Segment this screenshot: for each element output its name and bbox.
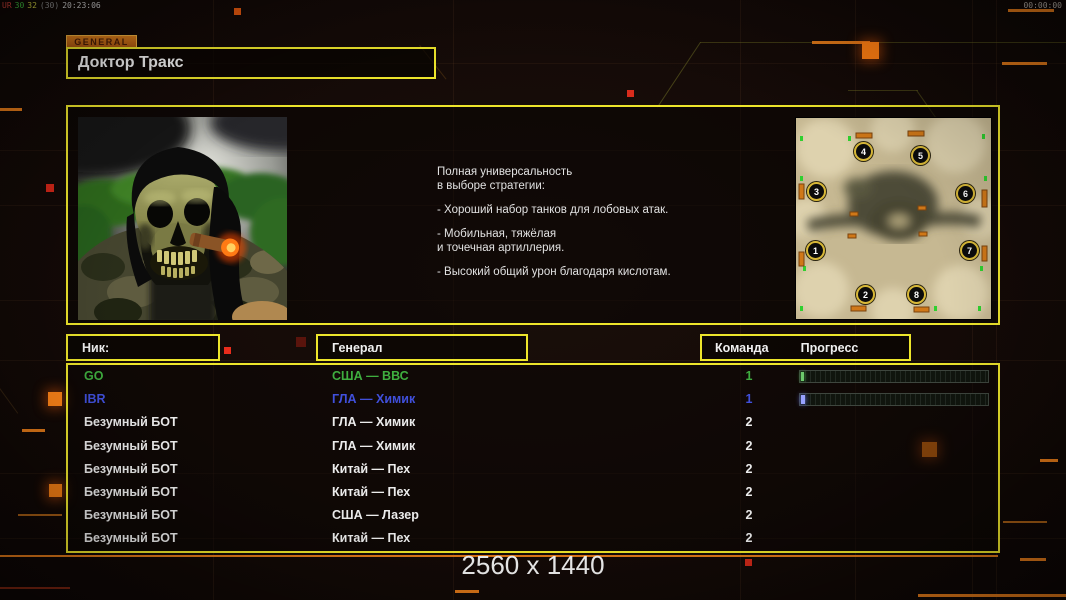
start-position-number: 8 — [913, 289, 919, 300]
column-header-team-progress: Команда Прогресс — [700, 334, 911, 361]
tab-general[interactable]: GENERAL — [66, 35, 137, 48]
table-row[interactable]: Безумный БОТ США — Лазер 2 — [68, 504, 998, 527]
player-nick[interactable]: Безумный БОТ — [84, 531, 178, 546]
player-team[interactable]: 2 — [745, 484, 753, 499]
start-position-marker[interactable]: 3 — [807, 182, 826, 201]
general-info-panel: Полная универсальность в выборе стратеги… — [66, 105, 1001, 332]
player-nick[interactable]: Безумный БОТ — [84, 508, 178, 523]
player-general[interactable]: ГЛА — Химик — [332, 438, 416, 453]
column-header-general: Генерал — [316, 334, 528, 361]
description-paragraph: - Мобильная, тяжёлая и точечная артиллер… — [437, 228, 565, 254]
start-position-marker[interactable]: 4 — [854, 142, 873, 161]
player-team[interactable]: 1 — [745, 392, 753, 407]
minimap[interactable]: 1 2 3 4 5 6 7 8 — [786, 108, 1001, 332]
start-position-marker[interactable]: 8 — [907, 285, 926, 304]
player-nick[interactable]: Безумный БОТ — [84, 438, 178, 453]
start-position-marker[interactable]: 5 — [911, 146, 930, 165]
player-roster-panel: GO США — ВВС 1 IBR ГЛА — Химик 1 Безумны… — [66, 363, 1000, 553]
debug-part: UR — [2, 1, 12, 10]
start-position-marker[interactable]: 6 — [956, 184, 975, 203]
player-team[interactable]: 2 — [745, 461, 753, 476]
load-progress-bar — [799, 370, 989, 383]
match-clock: 00:00:00 — [1023, 1, 1062, 10]
debug-part: 30 — [14, 1, 25, 10]
debug-part: 20:23:06 — [62, 1, 101, 10]
player-general[interactable]: Китай — Пех — [332, 484, 411, 499]
column-header-label: Команда — [715, 340, 769, 355]
start-position-number: 5 — [917, 150, 923, 161]
table-row[interactable]: Безумный БОТ Китай — Пех 2 — [68, 527, 998, 550]
minimap-terrain — [786, 108, 1001, 332]
table-row[interactable]: IBR ГЛА — Химик 1 — [68, 388, 998, 411]
start-position-number: 4 — [860, 146, 866, 157]
start-position-number: 7 — [966, 245, 972, 256]
general-title-box: Доктор Тракс — [66, 47, 436, 79]
player-team[interactable]: 2 — [745, 531, 753, 546]
footer-divider — [0, 555, 998, 557]
description-paragraph: Полная универсальность в выборе стратеги… — [437, 166, 573, 192]
column-header-label: Генерал — [332, 340, 383, 355]
description-paragraph: - Высокий общий урон благодаря кислотам. — [437, 266, 671, 278]
start-position-number: 1 — [812, 245, 818, 256]
player-team[interactable]: 2 — [745, 415, 753, 430]
table-row[interactable]: GO США — ВВС 1 — [68, 365, 998, 388]
general-portrait-image — [78, 117, 287, 320]
player-general[interactable]: ГЛА — Химик — [332, 415, 416, 430]
start-position-marker[interactable]: 7 — [960, 241, 979, 260]
player-general[interactable]: США — Лазер — [332, 508, 419, 523]
player-general[interactable]: США — ВВС — [332, 369, 409, 383]
start-position-marker[interactable]: 2 — [856, 285, 875, 304]
debug-part: (30) — [39, 1, 60, 10]
player-team[interactable]: 1 — [745, 369, 753, 383]
table-row[interactable]: Безумный БОТ ГЛА — Химик 2 — [68, 435, 998, 458]
resolution-label: 2560 x 1440 — [461, 550, 605, 580]
start-position-marker[interactable]: 1 — [806, 241, 825, 260]
player-general[interactable]: Китай — Пех — [332, 461, 411, 476]
player-general[interactable]: Китай — Пех — [332, 531, 411, 546]
column-header-nick: Ник: — [66, 334, 220, 361]
table-row[interactable]: Безумный БОТ ГЛА — Химик 2 — [68, 411, 998, 434]
general-description: Полная универсальность в выборе стратеги… — [437, 165, 767, 289]
general-title: Доктор Тракс — [78, 54, 184, 71]
load-progress-bar — [799, 393, 989, 407]
column-header-label: Ник: — [82, 340, 110, 355]
start-position-number: 3 — [813, 186, 819, 197]
player-nick[interactable]: Безумный БОТ — [84, 415, 178, 430]
player-nick[interactable]: IBR — [84, 392, 106, 407]
player-nick[interactable]: Безумный БОТ — [84, 484, 178, 499]
player-team[interactable]: 2 — [745, 508, 753, 523]
start-position-number: 2 — [862, 289, 868, 300]
player-team[interactable]: 2 — [745, 438, 753, 453]
debug-part: 32 — [27, 1, 37, 10]
start-position-number: 6 — [962, 188, 968, 199]
table-row[interactable]: Безумный БОТ Китай — Пех 2 — [68, 481, 998, 504]
player-nick[interactable]: GO — [84, 369, 104, 383]
column-header-label: Прогресс — [800, 340, 859, 355]
debug-overlay: UR 30 32 (30) 20:23:06 — [2, 1, 104, 10]
player-nick[interactable]: Безумный БОТ — [84, 461, 178, 476]
description-paragraph: - Хороший набор танков для лобовых атак. — [437, 204, 669, 216]
table-row[interactable]: Безумный БОТ Китай — Пех 2 — [68, 458, 998, 481]
player-general[interactable]: ГЛА — Химик — [332, 392, 416, 407]
